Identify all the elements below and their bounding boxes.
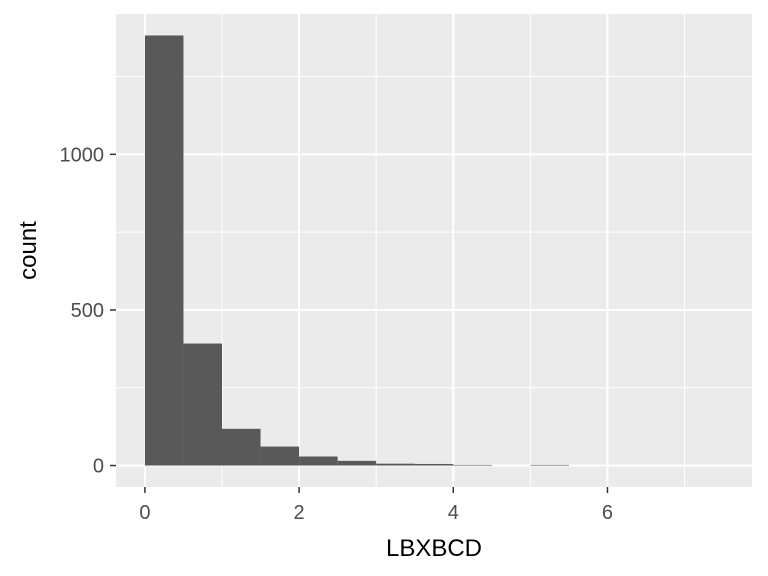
x-tick-label: 2 — [294, 502, 305, 524]
x-tick-label: 0 — [139, 502, 150, 524]
histogram-bar — [453, 464, 492, 466]
x-tick-label: 4 — [448, 502, 459, 524]
histogram-bar — [337, 460, 377, 466]
axes: 0 2 4 6 0 500 1000 — [60, 144, 614, 524]
histogram-bar — [299, 456, 338, 466]
x-tick-label: 6 — [602, 502, 613, 524]
y-tick-label: 500 — [71, 300, 104, 322]
y-tick-label: 0 — [93, 456, 104, 478]
histogram-bar — [260, 446, 300, 466]
histogram-bar — [530, 464, 569, 466]
histogram-bar — [222, 428, 261, 466]
histogram-bar — [414, 463, 454, 466]
x-axis-title: LBXBCD — [386, 535, 482, 562]
y-axis-title: count — [15, 221, 42, 280]
histogram-bar — [376, 463, 415, 466]
histogram-bars — [144, 35, 569, 466]
y-tick-label: 1000 — [60, 144, 105, 166]
histogram-bar — [144, 35, 184, 466]
histogram-bar — [183, 343, 222, 466]
